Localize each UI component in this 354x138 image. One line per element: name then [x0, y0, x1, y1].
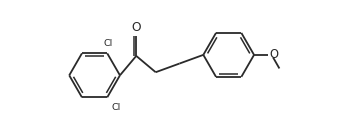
Text: O: O: [131, 21, 141, 34]
Text: O: O: [270, 48, 279, 61]
Text: Cl: Cl: [112, 103, 121, 112]
Text: Cl: Cl: [104, 39, 113, 48]
